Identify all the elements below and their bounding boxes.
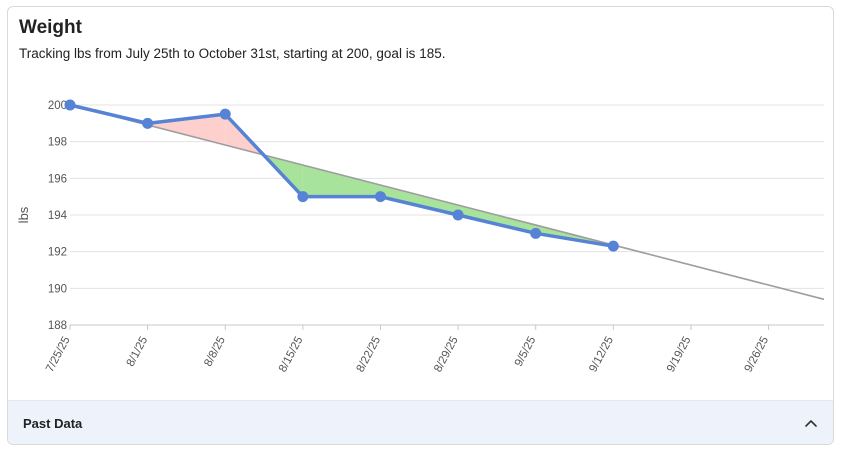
weight-point [607,240,619,252]
x-tick-label: 8/8/25 [202,335,228,369]
x-tick-label: 9/5/25 [513,335,539,369]
weight-point [530,227,542,239]
weight-point [142,117,154,129]
y-tick-label: 200 [48,100,67,112]
past-data-label: Past Data [23,416,83,431]
weight-line [69,103,614,248]
below-goal-area [458,205,536,234]
x-tick-label: 9/26/25 [743,335,772,375]
x-tick-label: 8/15/25 [277,335,306,375]
y-tick-label: 190 [48,283,67,295]
y-tick-label: 194 [48,210,68,222]
past-data-panel[interactable]: Past Data [8,400,833,444]
weight-point [297,191,309,203]
weight-point [374,191,386,203]
weight-point [64,99,76,111]
card-title: Weight [19,17,82,38]
below-goal-area [380,185,459,215]
x-tick-label: 8/1/25 [125,335,151,369]
y-axis-title: lbs [16,206,31,223]
y-tick-label: 188 [48,320,67,332]
weight-chart: 188 190 192 194 196 198 200 lbs 7/25/25 8/1/25 8/8… [16,99,825,375]
x-tick-label: 9/12/25 [587,335,616,375]
y-tick-label: 192 [48,247,67,259]
x-tick-label: 9/19/25 [665,335,694,375]
weight-point [452,209,464,221]
x-tick-label: 8/22/25 [355,335,384,375]
y-tick-label: 196 [48,173,67,185]
y-tick-label: 198 [48,137,67,149]
below-goal-area [302,165,381,197]
card-subtitle: Tracking lbs from July 25th to October 3… [19,46,446,61]
weight-card: Weight Tracking lbs from July 25th to Oc… [7,6,834,445]
x-tick-label: 7/25/25 [44,335,73,375]
chevron-up-icon[interactable] [803,415,819,431]
weight-point [219,108,231,120]
goal-line [69,104,825,301]
x-tick-label: 8/29/25 [432,335,461,375]
